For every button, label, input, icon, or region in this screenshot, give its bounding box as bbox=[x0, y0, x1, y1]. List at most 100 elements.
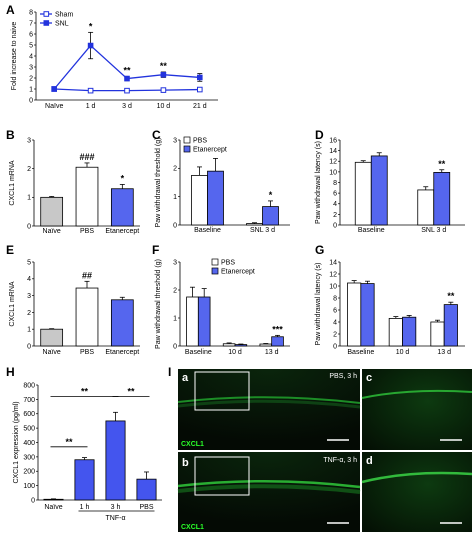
chart-h-xtick-label: PBS bbox=[139, 504, 153, 511]
chart-d-ytick-label: 0 bbox=[333, 222, 337, 229]
chart-a-point bbox=[51, 86, 58, 92]
chart-e-bar bbox=[110, 299, 134, 347]
chart-c-legend-label: Etanercept bbox=[193, 147, 227, 154]
chart-d-ytick-label: 12 bbox=[329, 159, 337, 166]
micrograph-c bbox=[362, 369, 472, 450]
micrograph-marker-b: CXCL1 bbox=[181, 524, 204, 531]
chart-f-xtick-label: 10 d bbox=[228, 349, 242, 356]
chart-f-legend-label: Etanercept bbox=[221, 269, 255, 276]
panel-label-c: C bbox=[152, 128, 161, 142]
chart-g-bar bbox=[347, 282, 362, 347]
chart-b-xtick-label: PBS bbox=[80, 228, 94, 235]
chart-a-ylabel: Fold increase to naive bbox=[11, 22, 18, 91]
chart-e-bar bbox=[40, 328, 64, 347]
chart-d-xtick-label: SNL 3 d bbox=[421, 227, 446, 234]
micrograph-letter-d: d bbox=[366, 455, 373, 467]
zoom-box-b bbox=[194, 456, 250, 496]
chart-d-ylabel: Paw withdrawal latency (s) bbox=[315, 141, 322, 224]
micrograph-b bbox=[178, 452, 360, 532]
chart-e-ytick-label: 0 bbox=[27, 343, 31, 350]
chart-c-legend-swatch bbox=[183, 145, 191, 153]
chart-a-legend-marker bbox=[43, 11, 50, 17]
chart-b-ylabel: CXCL1 mRNA bbox=[9, 160, 16, 205]
panel-label-g: G bbox=[315, 243, 324, 257]
chart-f-bar bbox=[186, 296, 199, 347]
chart-g-bar bbox=[443, 304, 458, 347]
chart-a-point bbox=[160, 71, 167, 78]
chart-d-ytick-label: 8 bbox=[333, 180, 337, 187]
chart-c-legend-swatch bbox=[183, 136, 191, 144]
chart-h-ytick-label: 0 bbox=[31, 497, 35, 504]
micrograph-condition-a: PBS, 3 h bbox=[329, 373, 357, 380]
chart-g-ytick-label: 0 bbox=[333, 343, 337, 350]
micrograph-letter-b: b bbox=[182, 457, 189, 469]
tissue-glow-b bbox=[177, 484, 361, 494]
tissue-edge-d bbox=[361, 471, 473, 484]
panel-label-d: D bbox=[315, 128, 324, 142]
chart-c-ylabel: Paw withdrawal threshold (g) bbox=[155, 138, 162, 228]
chart-a-ytick-label: 7 bbox=[29, 20, 33, 27]
chart-g-bar bbox=[402, 316, 417, 347]
panel-label-f: F bbox=[152, 243, 159, 257]
chart-b-bar bbox=[110, 188, 134, 227]
chart-c-bar bbox=[262, 206, 279, 226]
chart-g-ylabel: Paw withdrawal latency (s) bbox=[315, 263, 322, 346]
chart-g-ytick-label: 10 bbox=[329, 283, 337, 290]
chart-a-ytick-label: 0 bbox=[29, 97, 33, 104]
chart-h-ytick-label: 500 bbox=[23, 426, 35, 433]
chart-a-ytick-label: 3 bbox=[29, 64, 33, 71]
chart-h-ytick-label: 400 bbox=[23, 440, 35, 447]
charts-layer: 0 12 3 4 5 6 7 8 Fold increase to naive Naïve 1 d 3… bbox=[9, 9, 465, 522]
chart-d-bar bbox=[370, 155, 388, 226]
chart-f-xtick-label: 13 d bbox=[265, 349, 279, 356]
panel-label-i: I bbox=[168, 365, 171, 379]
chart-e-xtick-label: PBS bbox=[80, 349, 94, 356]
chart-h-group-label: TNF-α bbox=[106, 515, 126, 522]
chart-f-legend-swatch bbox=[211, 258, 219, 266]
chart-c-ytick-label: 1 bbox=[173, 194, 177, 201]
chart-a-ytick-label: 5 bbox=[29, 42, 33, 49]
chart-f-xtick-label: Baseline bbox=[185, 349, 212, 356]
chart-g-ytick-label: 8 bbox=[333, 295, 337, 302]
chart-a-legend-label: Sham bbox=[55, 12, 73, 19]
chart-f-ytick-label: 3 bbox=[173, 259, 177, 266]
chart-h-bar bbox=[105, 420, 126, 501]
chart-c-bar bbox=[207, 170, 224, 226]
chart-e-significance: ## bbox=[82, 270, 92, 280]
chart-h-ytick-label: 800 bbox=[23, 382, 35, 389]
chart-g-bar bbox=[388, 317, 403, 347]
chart-h-xtick-label: 1 h bbox=[80, 504, 90, 511]
chart-h-bar bbox=[136, 478, 157, 501]
chart-e-ytick-label: 1 bbox=[27, 327, 31, 334]
chart-h-ylabel: CXCL1 expression (pg/ml) bbox=[13, 401, 20, 483]
chart-g-bar bbox=[360, 283, 375, 347]
chart-h-xtick-label: Naïve bbox=[44, 504, 62, 511]
chart-b-significance: * bbox=[121, 173, 125, 183]
chart-a-xtick-label: 21 d bbox=[193, 103, 207, 110]
chart-d-ytick-label: 16 bbox=[329, 137, 337, 144]
chart-d-bar bbox=[354, 161, 372, 226]
zoom-box-a bbox=[194, 371, 250, 411]
chart-f-bar bbox=[197, 296, 211, 347]
chart-b-significance: ### bbox=[79, 152, 94, 162]
chart-b-xtick-label: Etanercept bbox=[105, 228, 139, 235]
panel-label-a: A bbox=[6, 3, 15, 17]
chart-a-legend-label: SNL bbox=[55, 21, 69, 28]
chart-h-ytick-label: 600 bbox=[23, 411, 35, 418]
chart-e-ytick-label: 5 bbox=[27, 259, 31, 266]
chart-a-point bbox=[124, 75, 130, 82]
chart-c-xtick-label: Baseline bbox=[194, 227, 221, 234]
chart-d-ytick-label: 6 bbox=[333, 191, 337, 198]
chart-a-ytick-label: 4 bbox=[29, 53, 33, 60]
chart-a-point bbox=[87, 87, 94, 94]
chart-h-bracket-label: ** bbox=[81, 387, 89, 397]
micrograph-panel: a PBS, 3 h CXCL1 c b TNF-α, 3 h CXCL1 d bbox=[177, 369, 473, 532]
chart-a-ytick-label: 8 bbox=[29, 9, 33, 16]
chart-h-ytick-label: 700 bbox=[23, 397, 35, 404]
chart-g-ytick-label: 4 bbox=[333, 319, 337, 326]
chart-f-bar bbox=[222, 343, 236, 347]
panel-label-h: H bbox=[6, 365, 15, 379]
chart-a-point bbox=[197, 86, 203, 93]
chart-h-bar bbox=[74, 459, 95, 501]
